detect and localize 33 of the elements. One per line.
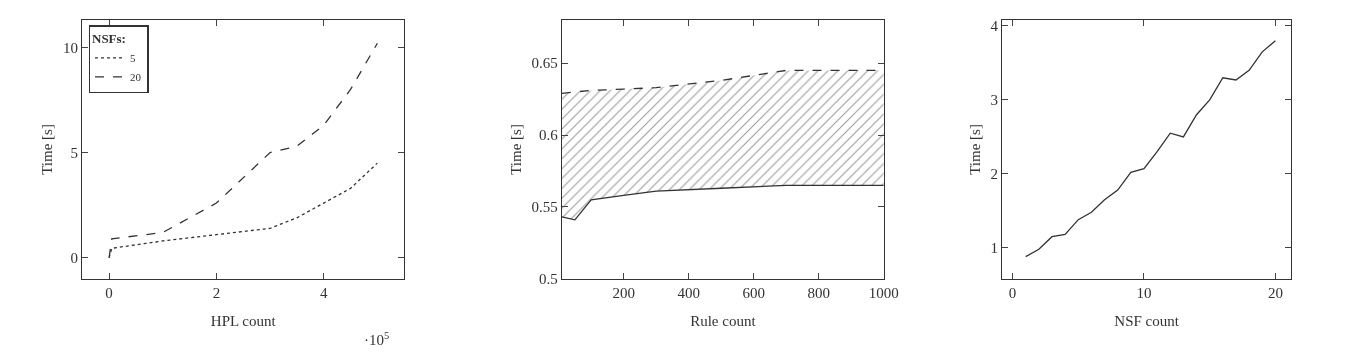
text: ·10$^{5}$ [364, 330, 390, 349]
y-tick-label: 0.6 [538, 127, 559, 144]
x-axis-title: HPL count [210, 312, 277, 329]
y-axis-title: Time [s] [507, 124, 524, 175]
y-tick-label: 0 [70, 250, 79, 267]
legend-label: 5 [130, 52, 137, 65]
line-series [1025, 40, 1277, 258]
legend-label: 20 [130, 71, 142, 84]
y-tick-label: 0.5 [538, 271, 558, 288]
y-tick-label: 0.65 [531, 55, 558, 72]
x-tick-label: 20 [1267, 284, 1283, 301]
x-tick-label: 800 [807, 284, 831, 301]
x-axis-title: NSF count [1114, 312, 1180, 329]
y-tick-label: 5 [70, 144, 79, 161]
x-tick-label: 0 [1008, 284, 1017, 301]
x-tick-label: 600 [742, 284, 765, 301]
y-tick-label: 4 [990, 18, 999, 35]
y-tick-label: 3 [990, 92, 998, 109]
y-tick-label: 2 [990, 166, 998, 183]
y-axis-title: Time [s] [39, 124, 56, 175]
x-tick-label: 0 [105, 284, 113, 301]
x-tick-label: 2 [212, 284, 221, 301]
x-axis-title: Rule count [690, 312, 757, 329]
x-tick-label: 400 [677, 284, 700, 301]
x-tick-label: 4 [319, 284, 328, 301]
x-tick-label: 200 [612, 284, 635, 301]
x-tick-label: 10 [1136, 284, 1152, 301]
y-tick-label: 1 [990, 240, 998, 256]
y-axis-title: Time [s] [966, 124, 983, 175]
y-tick-label: 10 [63, 39, 79, 56]
y-tick-label: 0.55 [531, 199, 558, 216]
x-tick-label: 1000 [868, 284, 899, 301]
legend-title: NSFs: [92, 31, 126, 47]
